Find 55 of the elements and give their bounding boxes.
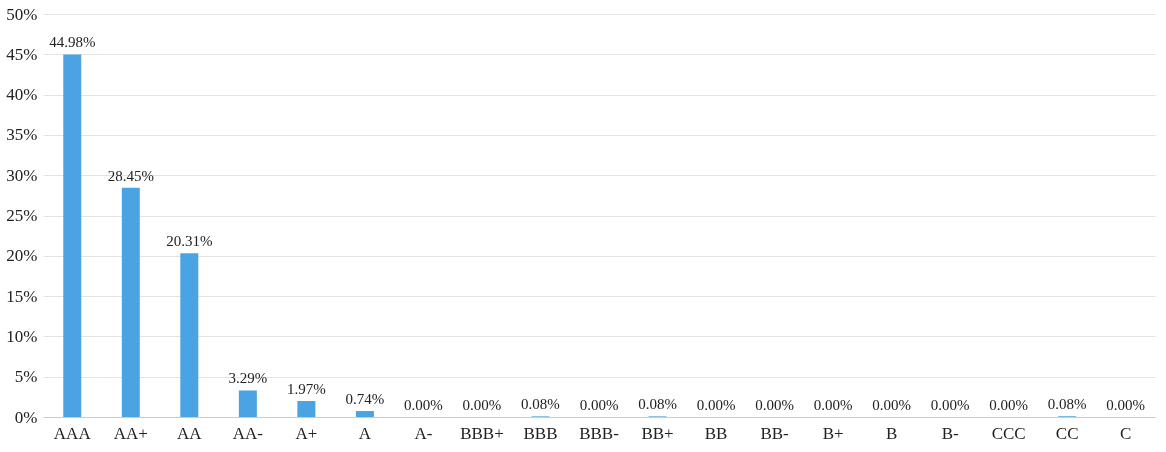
data-label: 0.00% [930,397,970,413]
x-tick-label: AA- [232,423,264,443]
x-tick-label: A+ [295,423,318,443]
bar [121,187,140,417]
x-tick-label: BB [704,423,728,443]
data-label: 0.74% [345,391,385,408]
x-tick-label: BBB [523,423,558,443]
bar [297,401,316,417]
data-label: 44.98% [49,34,96,51]
data-label: 0.00% [755,397,794,413]
y-tick-label: 10% [6,326,38,346]
x-tick-label: BBB+ [460,423,504,443]
bar [180,253,199,417]
data-label: 0.00% [696,397,736,413]
y-tick-label: 30% [6,165,38,185]
x-tick-label: AA [177,423,203,443]
y-tick-label: 35% [6,125,38,145]
bar [238,390,257,417]
data-label: 28.45% [107,167,154,184]
data-label: 0.00% [989,397,1029,413]
x-tick-label: AAA [53,423,92,443]
data-label: 3.29% [228,370,268,387]
y-tick-label: 25% [6,206,38,225]
data-label: 1.97% [286,381,326,398]
x-tick-label: C [1120,423,1132,443]
bar [63,54,82,417]
data-label: 0.00% [404,397,443,413]
y-tick-label: 20% [6,246,38,266]
data-label: 0.00% [462,397,502,413]
y-tick-label: 45% [6,44,38,64]
data-label: 0.00% [813,397,853,413]
x-tick-label: B [885,423,898,443]
bar [355,411,374,417]
x-tick-label: A [358,423,372,443]
data-label: 0.08% [1047,396,1087,413]
data-label: 0.00% [579,397,619,413]
y-tick-label: 15% [6,286,38,306]
x-tick-label: BBB- [579,423,620,443]
x-tick-label: B- [941,423,959,443]
data-label: 0.08% [638,396,677,413]
data-label: 0.00% [872,397,912,413]
x-tick-label: AA+ [113,423,148,443]
x-tick-label: A- [414,423,433,443]
y-tick-label: 0% [14,407,38,427]
data-label: 0.00% [1106,397,1146,413]
x-tick-label: B+ [822,423,844,443]
x-tick-label: BB+ [641,423,674,443]
data-label: 0.08% [521,396,560,413]
x-tick-label: BB- [760,423,790,443]
y-tick-label: 50% [6,4,38,24]
y-tick-label: 40% [6,85,38,105]
y-tick-label: 5% [14,367,38,387]
x-tick-label: CC [1055,423,1079,443]
x-tick-label: CCC [991,423,1026,443]
data-label: 20.31% [166,233,213,250]
